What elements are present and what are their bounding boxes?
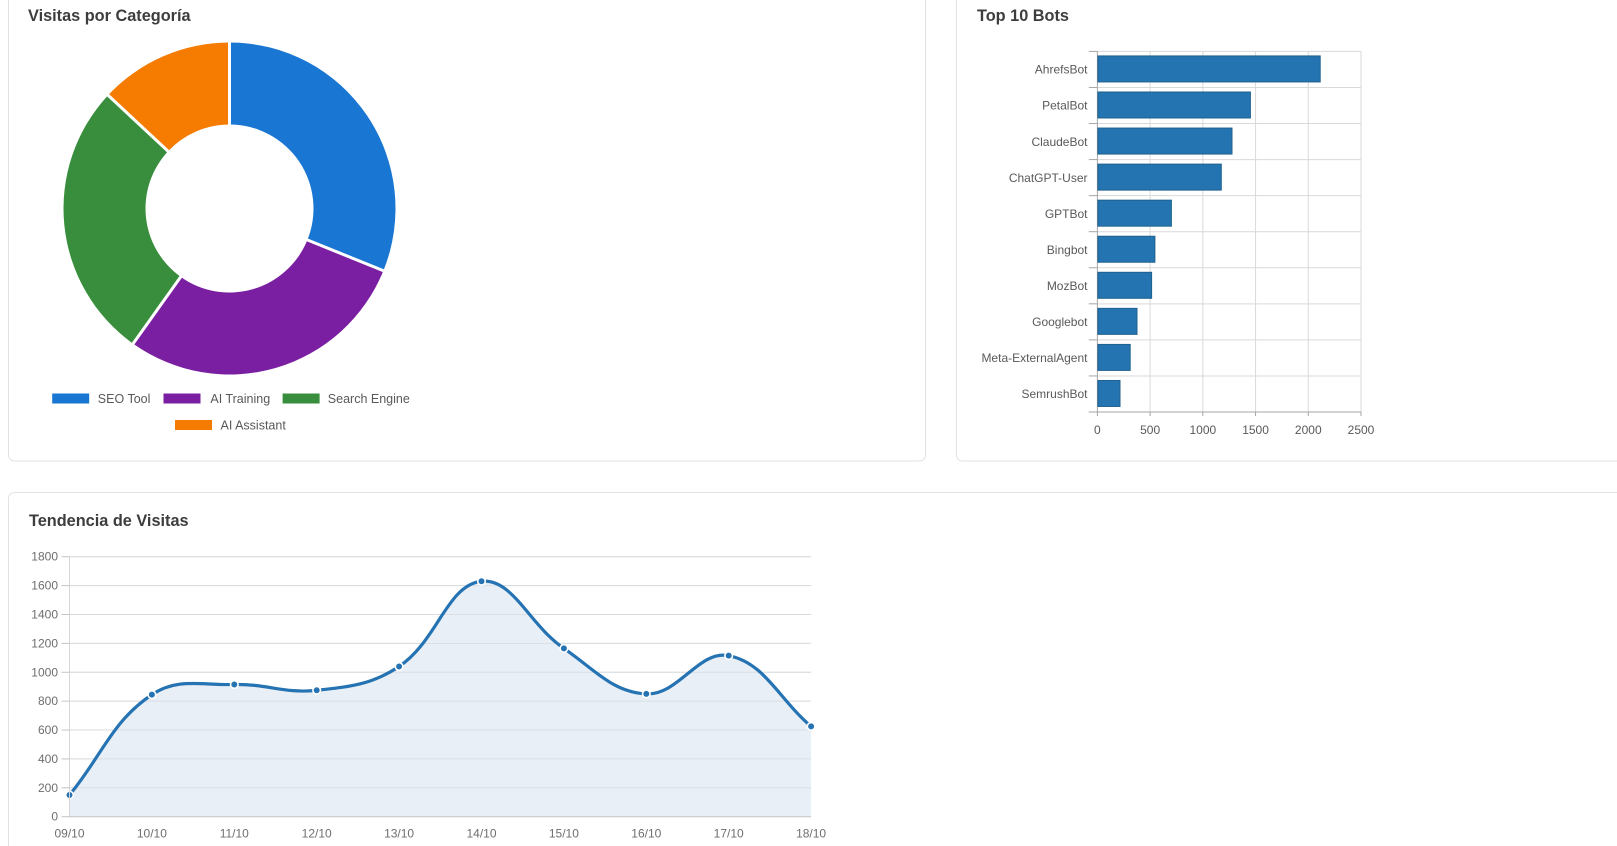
svg-text:15/10: 15/10 (549, 827, 579, 841)
svg-text:18/10: 18/10 (796, 827, 826, 841)
svg-text:Meta-ExternalAgent: Meta-ExternalAgent (981, 351, 1088, 365)
svg-text:ClaudeBot: ClaudeBot (1031, 135, 1088, 149)
svg-text:1200: 1200 (31, 636, 58, 650)
svg-text:AI Assistant: AI Assistant (221, 419, 287, 433)
svg-text:GPTBot: GPTBot (1045, 207, 1088, 221)
svg-text:12/10: 12/10 (302, 827, 332, 841)
svg-text:SemrushBot: SemrushBot (1021, 387, 1088, 401)
svg-text:AhrefsBot: AhrefsBot (1035, 63, 1088, 77)
svg-text:1000: 1000 (1189, 423, 1216, 437)
svg-text:17/10: 17/10 (714, 827, 744, 841)
svg-text:ChatGPT-User: ChatGPT-User (1009, 171, 1088, 185)
svg-text:SEO Tool: SEO Tool (98, 392, 151, 406)
svg-text:14/10: 14/10 (466, 827, 496, 841)
svg-text:PetalBot: PetalBot (1042, 99, 1088, 113)
svg-text:09/10: 09/10 (54, 827, 84, 841)
svg-text:0: 0 (1094, 423, 1101, 437)
svg-text:Visitas por Categoría: Visitas por Categoría (28, 7, 192, 25)
svg-text:0: 0 (51, 810, 58, 824)
svg-text:2000: 2000 (1295, 423, 1322, 437)
svg-text:Googlebot: Googlebot (1032, 315, 1088, 329)
svg-text:1000: 1000 (31, 665, 58, 679)
svg-text:AI Training: AI Training (210, 392, 270, 406)
svg-text:10/10: 10/10 (137, 827, 167, 841)
svg-text:11/10: 11/10 (220, 827, 249, 841)
svg-text:600: 600 (38, 723, 58, 737)
svg-text:Tendencia de Visitas: Tendencia de Visitas (29, 512, 189, 530)
svg-text:500: 500 (1140, 423, 1160, 437)
svg-text:2500: 2500 (1348, 423, 1375, 437)
svg-text:200: 200 (38, 781, 58, 795)
svg-text:1800: 1800 (31, 550, 58, 564)
svg-text:16/10: 16/10 (631, 827, 661, 841)
svg-text:Top 10 Bots: Top 10 Bots (977, 7, 1069, 25)
svg-text:1500: 1500 (1242, 423, 1269, 437)
svg-text:Bingbot: Bingbot (1047, 243, 1088, 257)
svg-text:1400: 1400 (31, 607, 58, 621)
svg-text:1600: 1600 (31, 579, 58, 593)
svg-text:Search Engine: Search Engine (328, 392, 410, 406)
svg-text:13/10: 13/10 (384, 827, 414, 841)
svg-text:MozBot: MozBot (1047, 279, 1088, 293)
svg-text:400: 400 (38, 752, 58, 766)
svg-text:800: 800 (38, 694, 58, 708)
